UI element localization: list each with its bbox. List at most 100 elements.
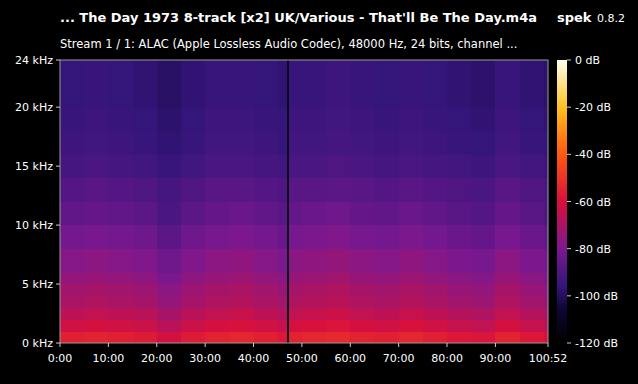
- cell: [520, 107, 545, 131]
- app-name: spek: [557, 10, 592, 25]
- colorbar-tick: [567, 295, 571, 296]
- cell: [544, 131, 548, 155]
- cell: [133, 202, 158, 226]
- cell: [520, 178, 545, 202]
- cell: [302, 225, 327, 249]
- cell: [205, 296, 230, 308]
- cell: [205, 131, 230, 155]
- title: ... The Day 1973 8-track [x2] UK/Various…: [60, 10, 537, 25]
- x-tick-label: 100:52: [529, 352, 568, 365]
- x-tick-label: 20:00: [141, 352, 173, 365]
- cell: [157, 331, 182, 343]
- x-tick-label: 10:00: [93, 352, 125, 365]
- cell: [302, 272, 327, 284]
- cell: [520, 131, 545, 155]
- cell: [544, 60, 548, 108]
- cell: [374, 296, 399, 308]
- x-tick: [108, 343, 109, 347]
- cell: [181, 284, 206, 296]
- cell: [229, 178, 254, 202]
- cell: [326, 225, 351, 249]
- cell: [423, 107, 448, 131]
- cell: [423, 131, 448, 155]
- colorbar-tick: [567, 248, 571, 249]
- cell: [326, 331, 351, 343]
- colorbar-tick: [567, 343, 571, 344]
- cell: [205, 319, 230, 331]
- cell: [181, 319, 206, 331]
- cell: [374, 225, 399, 249]
- cell: [289, 284, 302, 296]
- cell: [60, 225, 85, 249]
- cell: [157, 60, 182, 108]
- cell: [544, 178, 548, 202]
- cell: [229, 202, 254, 226]
- cell: [471, 308, 496, 320]
- cell: [133, 178, 158, 202]
- cell: [60, 107, 85, 131]
- cell: [84, 60, 109, 108]
- cell: [60, 284, 85, 296]
- cell: [108, 131, 133, 155]
- cell: [302, 331, 327, 343]
- cell: [423, 319, 448, 331]
- cell: [84, 296, 109, 308]
- cell: [157, 319, 182, 331]
- cell: [350, 154, 375, 178]
- cell: [157, 131, 182, 155]
- cell: [254, 296, 279, 308]
- cell: [520, 319, 545, 331]
- y-tick: [56, 166, 60, 167]
- cell: [278, 296, 288, 308]
- cell: [108, 154, 133, 178]
- cell: [229, 272, 254, 284]
- cell: [133, 225, 158, 249]
- plot-frame: [60, 60, 548, 343]
- cell: [399, 319, 424, 331]
- colorbar-tick: [567, 201, 571, 202]
- cell: [84, 131, 109, 155]
- cell: [302, 202, 327, 226]
- cell: [289, 178, 302, 202]
- cell: [84, 178, 109, 202]
- cell: [350, 178, 375, 202]
- cell: [447, 154, 472, 178]
- cell: [447, 284, 472, 296]
- cell: [399, 107, 424, 131]
- x-tick: [156, 343, 157, 347]
- cell: [350, 107, 375, 131]
- cell: [84, 107, 109, 131]
- cell: [423, 225, 448, 249]
- y-tick-label: 0 kHz: [22, 337, 53, 350]
- cell: [108, 308, 133, 320]
- cell: [157, 107, 182, 131]
- x-tick: [301, 343, 302, 347]
- cell: [60, 296, 85, 308]
- cell: [471, 107, 496, 131]
- cell: [302, 284, 327, 296]
- cell: [133, 131, 158, 155]
- cell: [289, 319, 302, 331]
- y-tick: [56, 284, 60, 285]
- cell: [326, 308, 351, 320]
- cell: [350, 296, 375, 308]
- cell: [157, 272, 182, 284]
- cell: [350, 331, 375, 343]
- cell: [278, 272, 288, 284]
- cell: [302, 60, 327, 108]
- cell: [133, 319, 158, 331]
- cell: [205, 331, 230, 343]
- cell: [350, 308, 375, 320]
- x-tick: [60, 343, 61, 347]
- x-tick-label: 0:00: [48, 352, 73, 365]
- cell: [495, 284, 520, 296]
- cell: [181, 331, 206, 343]
- cell: [157, 296, 182, 308]
- cell: [60, 331, 85, 343]
- cell: [423, 60, 448, 108]
- cell: [84, 225, 109, 249]
- x-tick: [398, 343, 399, 347]
- cell: [289, 296, 302, 308]
- cell: [544, 202, 548, 226]
- cell: [447, 107, 472, 131]
